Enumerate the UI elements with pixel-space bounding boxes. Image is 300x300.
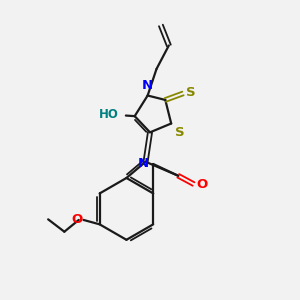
Text: N: N: [138, 158, 149, 170]
Text: O: O: [196, 178, 207, 191]
Text: O: O: [71, 212, 82, 226]
Text: S: S: [186, 86, 196, 99]
Text: S: S: [175, 126, 185, 140]
Text: N: N: [142, 79, 153, 92]
Text: HO: HO: [99, 109, 119, 122]
